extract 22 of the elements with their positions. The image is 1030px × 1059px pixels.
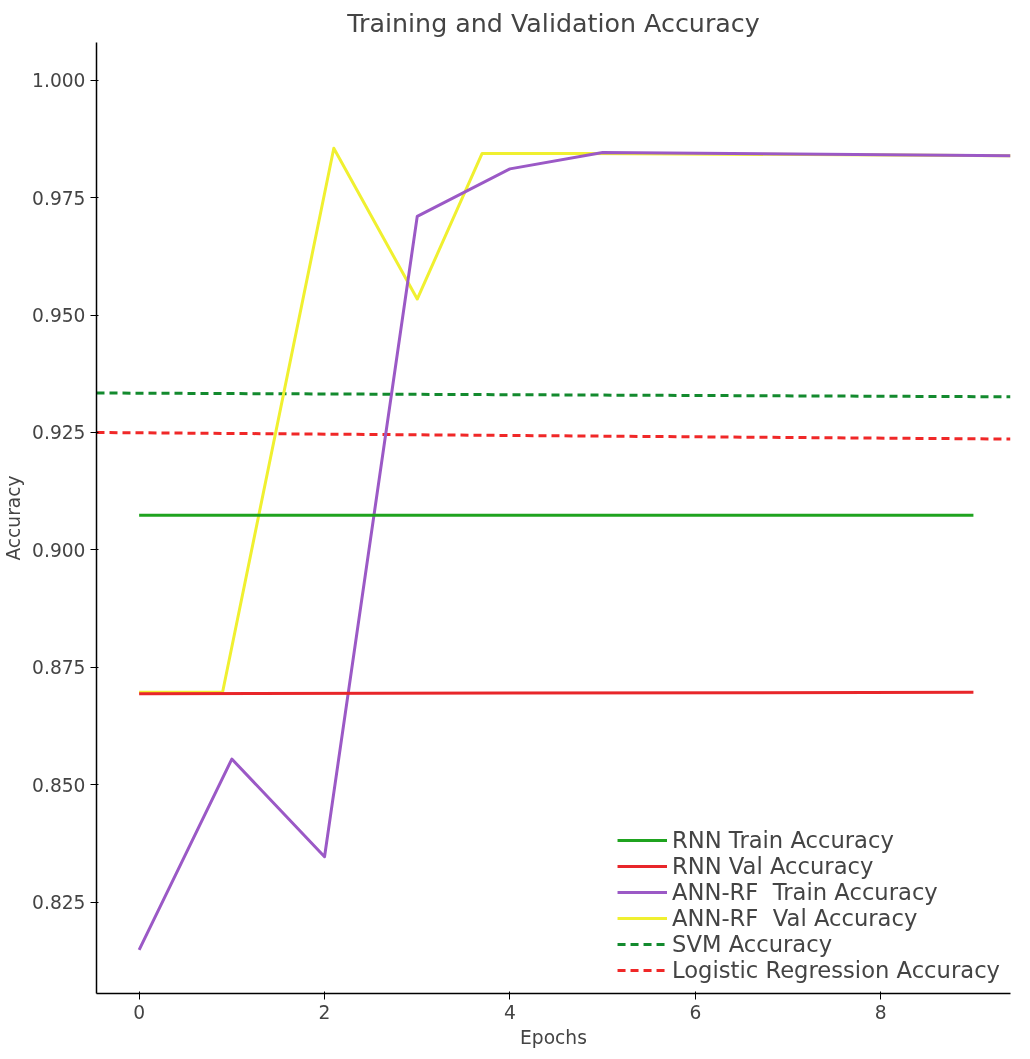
x-axis-title: Epochs xyxy=(520,1026,587,1048)
y-tick-label: 0.850 xyxy=(32,774,86,796)
x-tick-label: 2 xyxy=(318,1001,331,1023)
y-tick-label: 0.975 xyxy=(32,187,86,209)
x-tick-label: 8 xyxy=(874,1001,887,1023)
chart-title: Training and Validation Accuracy xyxy=(346,7,760,38)
y-axis-title: Accuracy xyxy=(3,475,25,561)
legend-label: ANN-RF Train Accuracy xyxy=(672,879,938,905)
legend-label: Logistic Regression Accuracy xyxy=(672,957,1000,983)
y-tick-label: 1.000 xyxy=(32,70,86,92)
x-tick-label: 6 xyxy=(689,1001,702,1023)
y-tick-label: 0.925 xyxy=(32,422,86,444)
x-tick-label: 4 xyxy=(504,1001,516,1023)
legend-label: RNN Val Accuracy xyxy=(672,853,874,879)
y-tick-label: 0.875 xyxy=(32,657,86,679)
y-tick-label: 0.900 xyxy=(32,539,86,561)
legend-label: ANN-RF Val Accuracy xyxy=(672,905,918,931)
x-tick-label: 0 xyxy=(133,1001,146,1023)
legend-label: SVM Accuracy xyxy=(672,931,833,957)
y-tick-label: 0.825 xyxy=(32,892,86,914)
legend-label: RNN Train Accuracy xyxy=(672,827,894,853)
y-tick-label: 0.950 xyxy=(32,305,86,327)
